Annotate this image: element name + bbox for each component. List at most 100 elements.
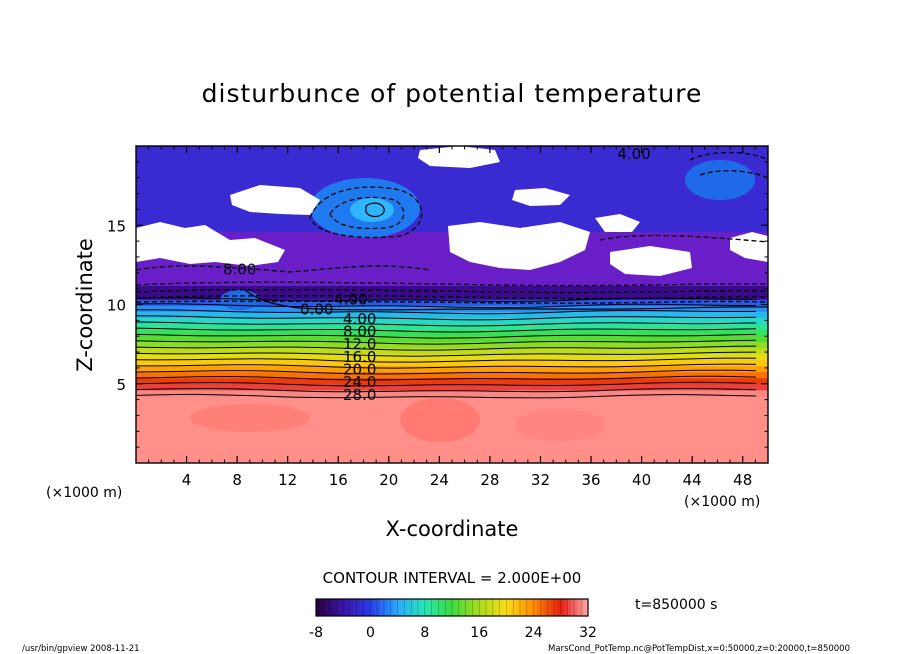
colorbar-cell (540, 599, 545, 616)
contour-label: 8.00 (223, 261, 256, 279)
contour-line (136, 369, 757, 375)
x-axis-label: X-coordinate (386, 517, 519, 541)
colorbar-cell (492, 599, 497, 616)
contour-line (136, 303, 756, 309)
colorbar-cell (407, 599, 412, 616)
colorbar-cell (319, 599, 324, 616)
colorbar-cell (363, 599, 368, 616)
y-axis: 5 10 15 (107, 161, 768, 448)
x-tick-label: 20 (379, 471, 398, 489)
colorbar-cell (397, 599, 402, 616)
footer-right: MarsCond_PotTemp.nc@PotTempDist,x=0:5000… (548, 644, 850, 654)
colorbar-cell (550, 599, 555, 616)
colorbar-cell (339, 599, 344, 616)
gradient-band (136, 366, 768, 373)
lower-warm-patch-2 (190, 404, 310, 432)
colorbar-cell (350, 599, 354, 616)
masked-region (418, 146, 500, 168)
band-dark-purple (136, 286, 768, 304)
x-axis: 4 8 12 16 20 24 28 32 36 40 44 48 (148, 146, 756, 489)
colorbar-cell (496, 599, 500, 616)
contour-label: 0.00 (300, 300, 333, 318)
colorbar-cell (520, 599, 524, 616)
contour-label: 4.00 (334, 291, 367, 309)
colorbar-cell (346, 599, 351, 616)
colorbar-cell (424, 599, 429, 616)
masked-region (136, 222, 285, 266)
colorbar-ticks: -8 0 8 16 24 32 (309, 625, 597, 641)
contour-label: 12.0 (343, 335, 376, 353)
colorbar-cell (445, 599, 449, 616)
colorbar-cell (475, 599, 480, 616)
gradient-band (136, 384, 768, 391)
y-tick-label: 5 (116, 376, 126, 394)
gradient-band (136, 299, 768, 307)
colorbar-tick-label: 32 (579, 625, 597, 641)
colorbar-cell (571, 599, 575, 616)
colorbar-cell (336, 599, 341, 616)
masked-region (610, 246, 692, 276)
contour-line (136, 333, 757, 339)
colorbar (315, 599, 589, 616)
colorbar-cell (438, 599, 443, 616)
contour-line (136, 327, 757, 333)
contour-label: 20.0 (343, 360, 376, 378)
colorbar-cell (316, 599, 320, 616)
colorbar-cell (472, 599, 477, 616)
colorbar-cell (377, 599, 381, 616)
colorbar-cell (418, 599, 422, 616)
colorbar-frame (315, 598, 589, 617)
colorbar-cell (421, 599, 426, 616)
gradient-band (136, 336, 768, 343)
colorbar-cell (373, 599, 378, 616)
colorbar-cell (543, 599, 548, 616)
colorbar-cell (390, 599, 395, 616)
colorbar-cell (509, 599, 514, 616)
gradient-band (136, 348, 768, 355)
colorbar-cell (380, 599, 385, 616)
colorbar-cell (458, 599, 463, 616)
y-axis-label: Z-coordinate (73, 238, 97, 372)
colorbar-cell (486, 599, 490, 616)
colorbar-tick-label: 0 (366, 625, 375, 641)
contour-line (136, 345, 757, 351)
gradient-band (136, 323, 768, 331)
contour-line (136, 381, 757, 387)
gradient-band (136, 378, 768, 385)
contour-line (136, 339, 757, 345)
x-tick-label: 28 (480, 471, 499, 489)
colorbar-cell (506, 599, 511, 616)
contour-line (136, 321, 757, 327)
colorbar-cell (322, 599, 327, 616)
contour-lines (136, 297, 757, 399)
colorbar-cell (329, 599, 334, 616)
colorbar-cell (560, 599, 565, 616)
masked-region (448, 222, 590, 270)
contour-label: 16.0 (343, 348, 376, 366)
x-tick-label: 32 (531, 471, 550, 489)
colorbar-cell (482, 599, 487, 616)
colorbar-cell (370, 599, 375, 616)
x-tick-label: 36 (581, 471, 600, 489)
colorbar-cell (404, 599, 409, 616)
colorbar-cell (533, 599, 538, 616)
colorbar-cell (384, 599, 388, 616)
colorbar-cell (489, 599, 494, 616)
gradient-band (136, 311, 768, 319)
y-tick-label: 10 (107, 297, 126, 315)
colorbar-cell (360, 599, 364, 616)
contour-label: 8.00 (343, 322, 376, 340)
colorbar-cell (448, 599, 453, 616)
x-tick-label: 16 (329, 471, 348, 489)
contour-line (136, 363, 757, 369)
colorbar-cell (333, 599, 337, 616)
colorbar-tick-label: 16 (470, 625, 488, 641)
contour-line (136, 357, 757, 363)
colorbar-cell (526, 599, 531, 616)
x-unit-left: (×1000 m) (46, 485, 122, 501)
colorbar-cell (564, 599, 568, 616)
colorbar-cell (367, 599, 371, 616)
gradient-band (136, 360, 768, 367)
colorbar-cell (394, 599, 398, 616)
gradient-band (136, 372, 768, 379)
